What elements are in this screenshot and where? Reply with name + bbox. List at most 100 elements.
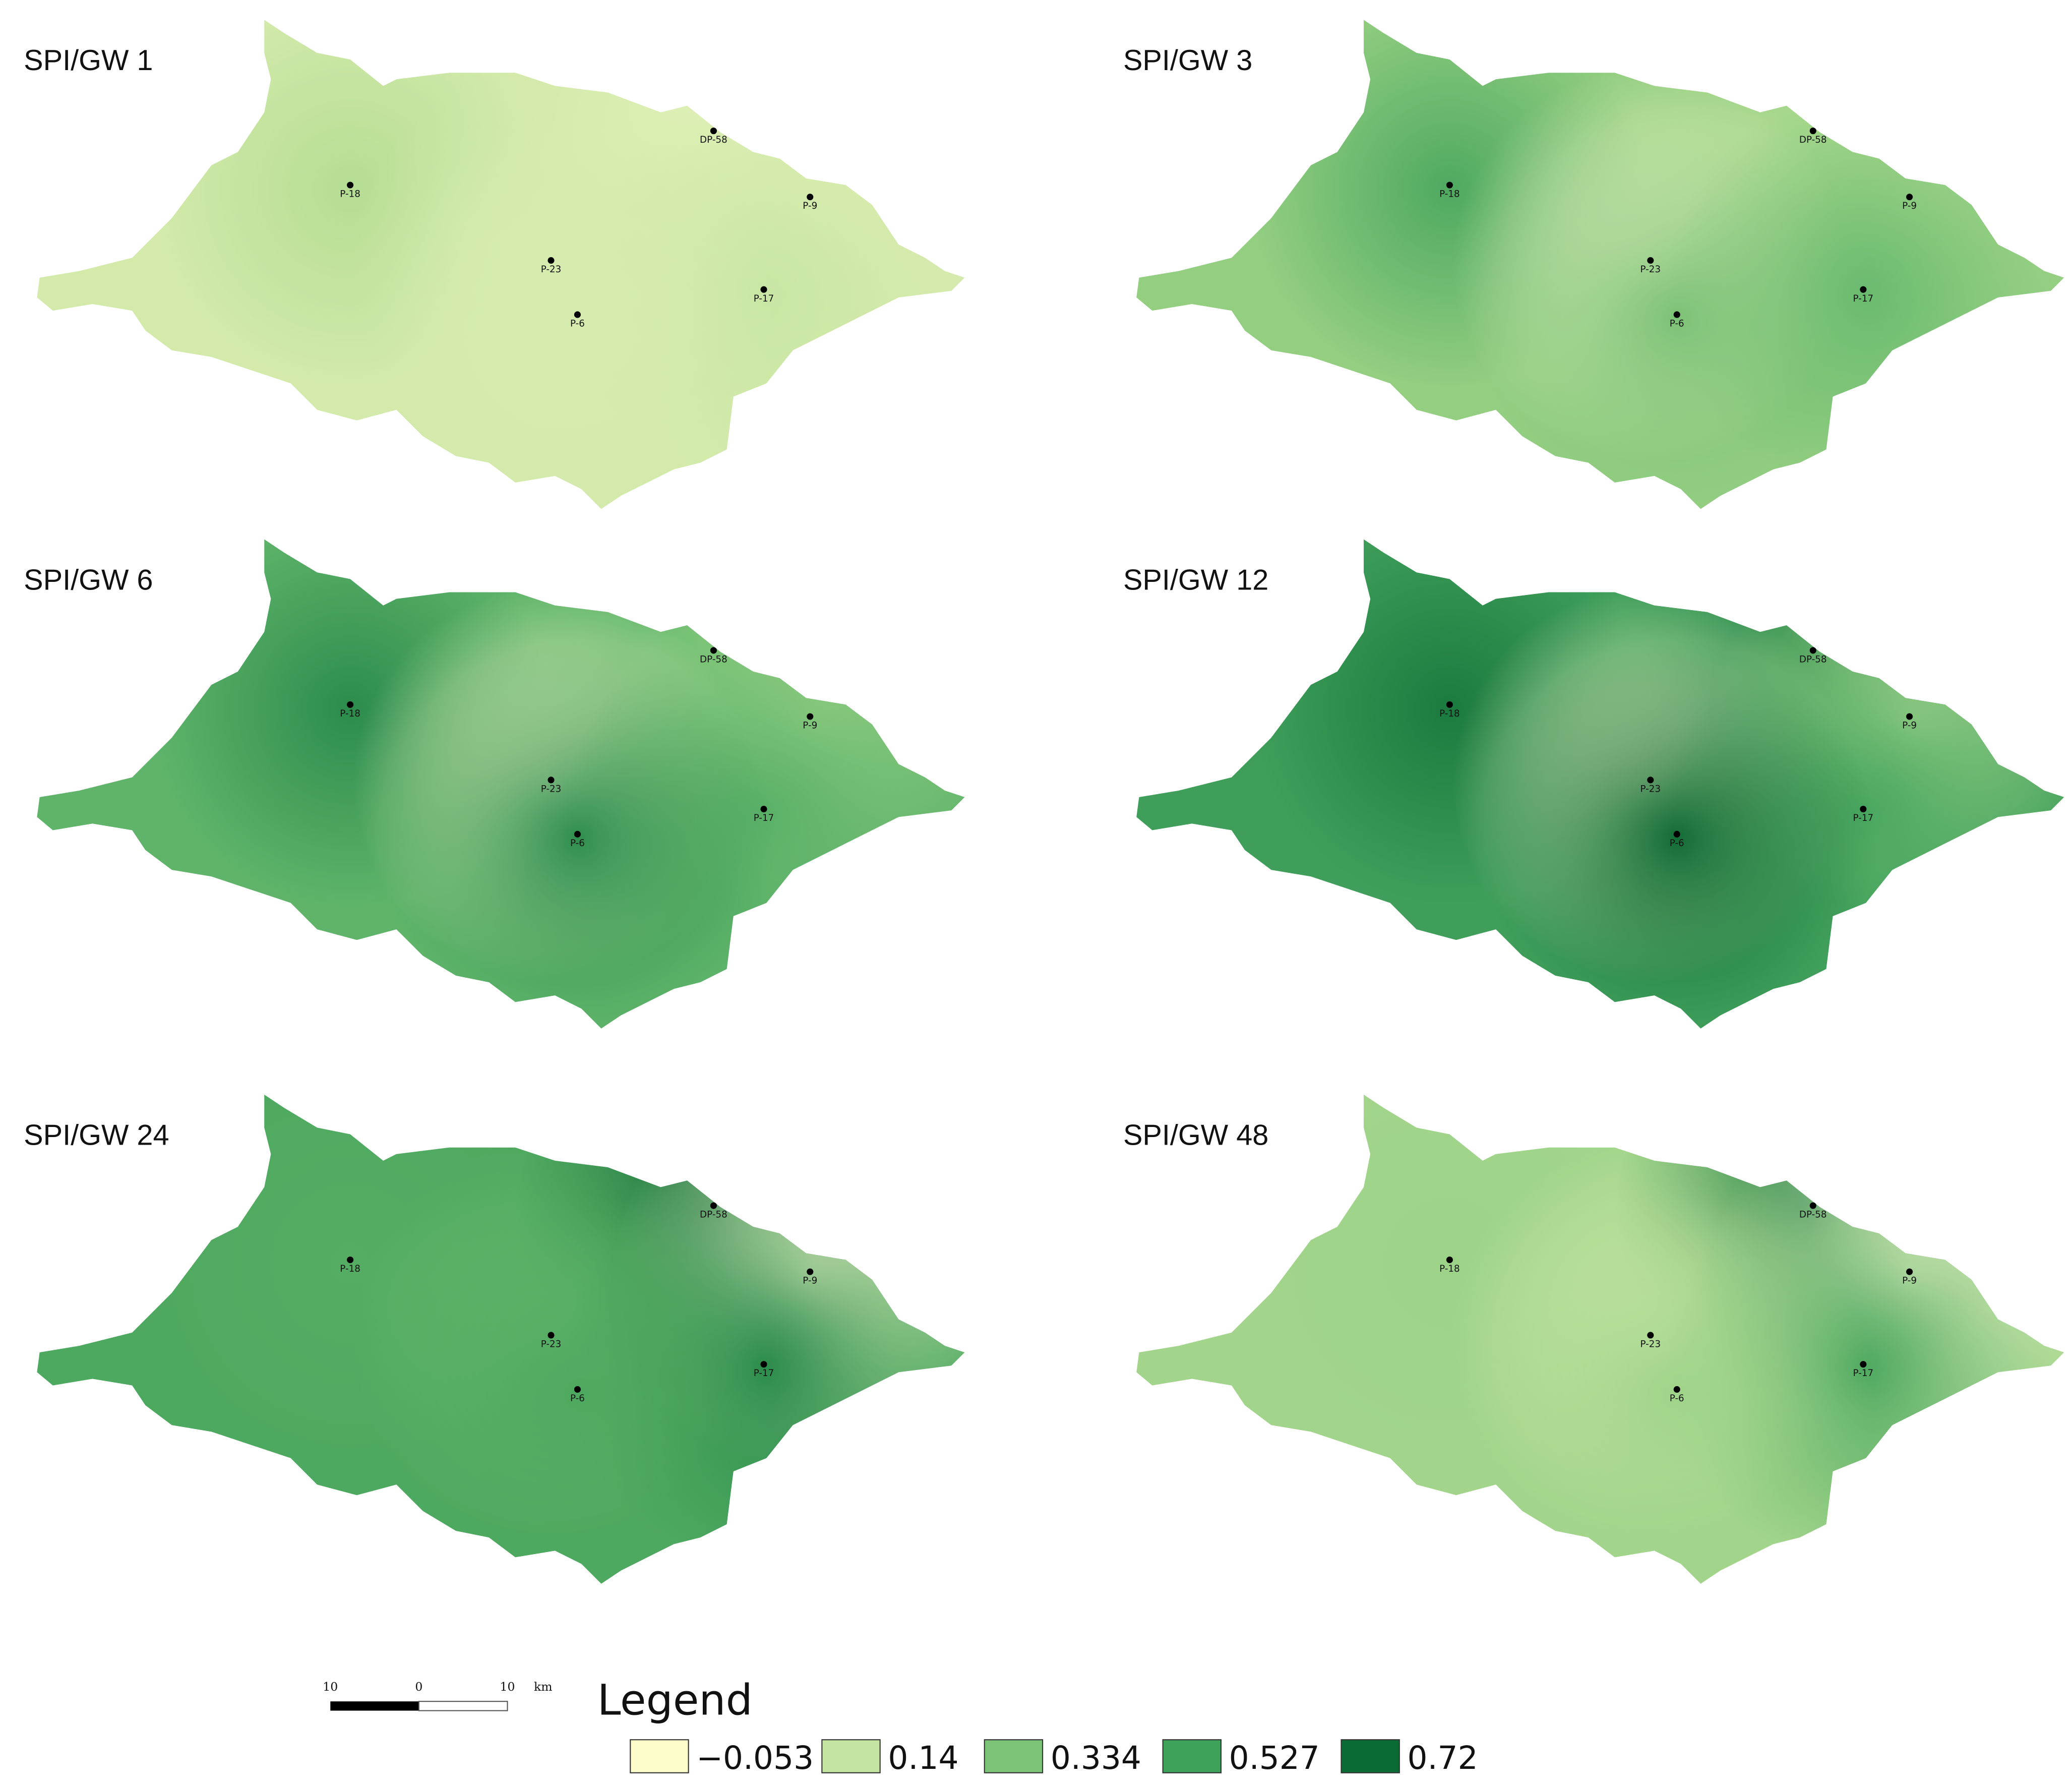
station-dot xyxy=(1647,257,1654,264)
station-label: P-17 xyxy=(1853,293,1874,304)
station-label: DP-58 xyxy=(1799,654,1827,665)
panel-title: SPI/GW 6 xyxy=(24,564,153,596)
station-label: P-18 xyxy=(340,708,360,719)
station-dot xyxy=(1906,713,1913,720)
station-label: P-6 xyxy=(570,1393,585,1404)
station-label: P-18 xyxy=(340,189,360,200)
station-dot xyxy=(807,713,814,720)
map-panel: P-18 DP-58 P-9 P-23 P-17 P-6 SPI/GW 3 xyxy=(1123,20,2064,509)
scale-label: 10 xyxy=(323,1680,338,1694)
station-label: P-9 xyxy=(1902,1276,1917,1286)
station-dot xyxy=(710,1202,717,1209)
station-label: DP-58 xyxy=(700,1210,727,1220)
map-panel: P-18 DP-58 P-9 P-23 P-17 P-6 SPI/GW 24 xyxy=(24,1094,965,1584)
map-panel: P-18 DP-58 P-9 P-23 P-17 P-6 SPI/GW 6 xyxy=(24,539,965,1029)
station-dot xyxy=(760,805,767,813)
station-dot xyxy=(807,194,814,201)
map-panel: P-18 DP-58 P-9 P-23 P-17 P-6 SPI/GW 48 xyxy=(1123,1094,2064,1584)
station-dot xyxy=(1673,830,1680,838)
station-label: P-17 xyxy=(1853,1368,1874,1379)
legend-label: 0.14 xyxy=(888,1740,958,1776)
scale-label: 10 xyxy=(500,1680,515,1694)
station-field xyxy=(379,1195,776,1584)
station-label: P-9 xyxy=(803,721,817,731)
interpolation xyxy=(152,20,965,509)
station-label: P-23 xyxy=(1640,784,1661,794)
map-panel: P-18 DP-58 P-9 P-23 P-17 P-6 SPI/GW 12 xyxy=(1123,539,2064,1029)
station-label: P-23 xyxy=(1640,264,1661,275)
station-label: P-9 xyxy=(1902,721,1917,731)
station-dot xyxy=(1809,647,1816,654)
station-dot xyxy=(1860,286,1867,293)
station-dot xyxy=(1673,1386,1680,1393)
legend-label: 0.527 xyxy=(1229,1740,1320,1776)
station-label: P-6 xyxy=(570,838,585,849)
station-dot xyxy=(1860,1361,1867,1368)
station-label: P-6 xyxy=(1670,838,1684,849)
station-dot xyxy=(710,647,717,654)
scale-bar-black xyxy=(330,1701,419,1711)
station-dot xyxy=(574,830,581,838)
station-label: DP-58 xyxy=(1799,135,1827,145)
station-label: P-17 xyxy=(1853,813,1874,823)
station-dot xyxy=(547,257,555,264)
scale-label: km xyxy=(534,1680,553,1694)
station-dot xyxy=(1647,777,1654,784)
station-label: P-9 xyxy=(803,201,817,211)
station-label: DP-58 xyxy=(700,654,727,665)
station-dot xyxy=(347,701,354,708)
station-label: P-23 xyxy=(1640,1339,1661,1350)
map-panel: P-18 DP-58 P-9 P-23 P-17 P-6 SPI/GW 1 xyxy=(24,20,965,509)
station-field xyxy=(1479,120,1875,509)
station-dot xyxy=(1860,805,1867,813)
station-label: P-18 xyxy=(1439,1264,1460,1274)
station-dot xyxy=(547,777,555,784)
station-label: P-17 xyxy=(754,813,774,823)
station-label: P-23 xyxy=(541,264,562,275)
legend-label: 0.72 xyxy=(1408,1740,1478,1776)
station-dot xyxy=(1809,128,1816,135)
legend-label: 0.334 xyxy=(1051,1740,1141,1776)
interpolation xyxy=(152,1094,965,1584)
station-dot xyxy=(710,128,717,135)
station-dot xyxy=(1647,1332,1654,1339)
station-label: P-9 xyxy=(1902,201,1917,211)
station-label: P-23 xyxy=(541,1339,562,1350)
station-dot xyxy=(574,311,581,318)
station-label: P-17 xyxy=(754,1368,774,1379)
interpolation xyxy=(1251,20,2064,509)
station-label: P-6 xyxy=(1670,319,1684,329)
station-field xyxy=(1479,1195,1875,1584)
station-label: P-9 xyxy=(803,1276,817,1286)
legend-label: −0.053 xyxy=(696,1740,814,1776)
legend-swatch xyxy=(1340,1739,1400,1773)
station-label: P-6 xyxy=(1670,1393,1684,1404)
legend-swatch xyxy=(821,1739,881,1773)
interpolation xyxy=(152,539,965,1029)
station-label: P-23 xyxy=(541,784,562,794)
station-field xyxy=(379,120,776,509)
station-dot xyxy=(1906,1268,1913,1275)
interpolation xyxy=(1251,539,2064,1029)
scale-label: 0 xyxy=(415,1680,422,1694)
station-dot xyxy=(347,1256,354,1264)
station-label: DP-58 xyxy=(1799,1210,1827,1220)
panel-title: SPI/GW 12 xyxy=(1123,564,1268,596)
station-dot xyxy=(1673,311,1680,318)
station-dot xyxy=(760,1361,767,1368)
station-dot xyxy=(347,182,354,189)
station-dot xyxy=(1906,194,1913,201)
station-dot xyxy=(1809,1202,1816,1209)
station-label: P-6 xyxy=(570,319,585,329)
panel-title: SPI/GW 3 xyxy=(1123,44,1252,77)
station-dot xyxy=(547,1332,555,1339)
legend-swatch xyxy=(984,1739,1044,1773)
legend-title: Legend xyxy=(597,1675,753,1724)
station-label: DP-58 xyxy=(700,135,727,145)
panel-title: SPI/GW 24 xyxy=(24,1119,169,1151)
legend-swatch xyxy=(1162,1739,1222,1773)
station-field xyxy=(1479,639,1875,1029)
panel-title: SPI/GW 1 xyxy=(24,44,153,77)
station-dot xyxy=(807,1268,814,1275)
legend-swatch xyxy=(630,1739,689,1773)
